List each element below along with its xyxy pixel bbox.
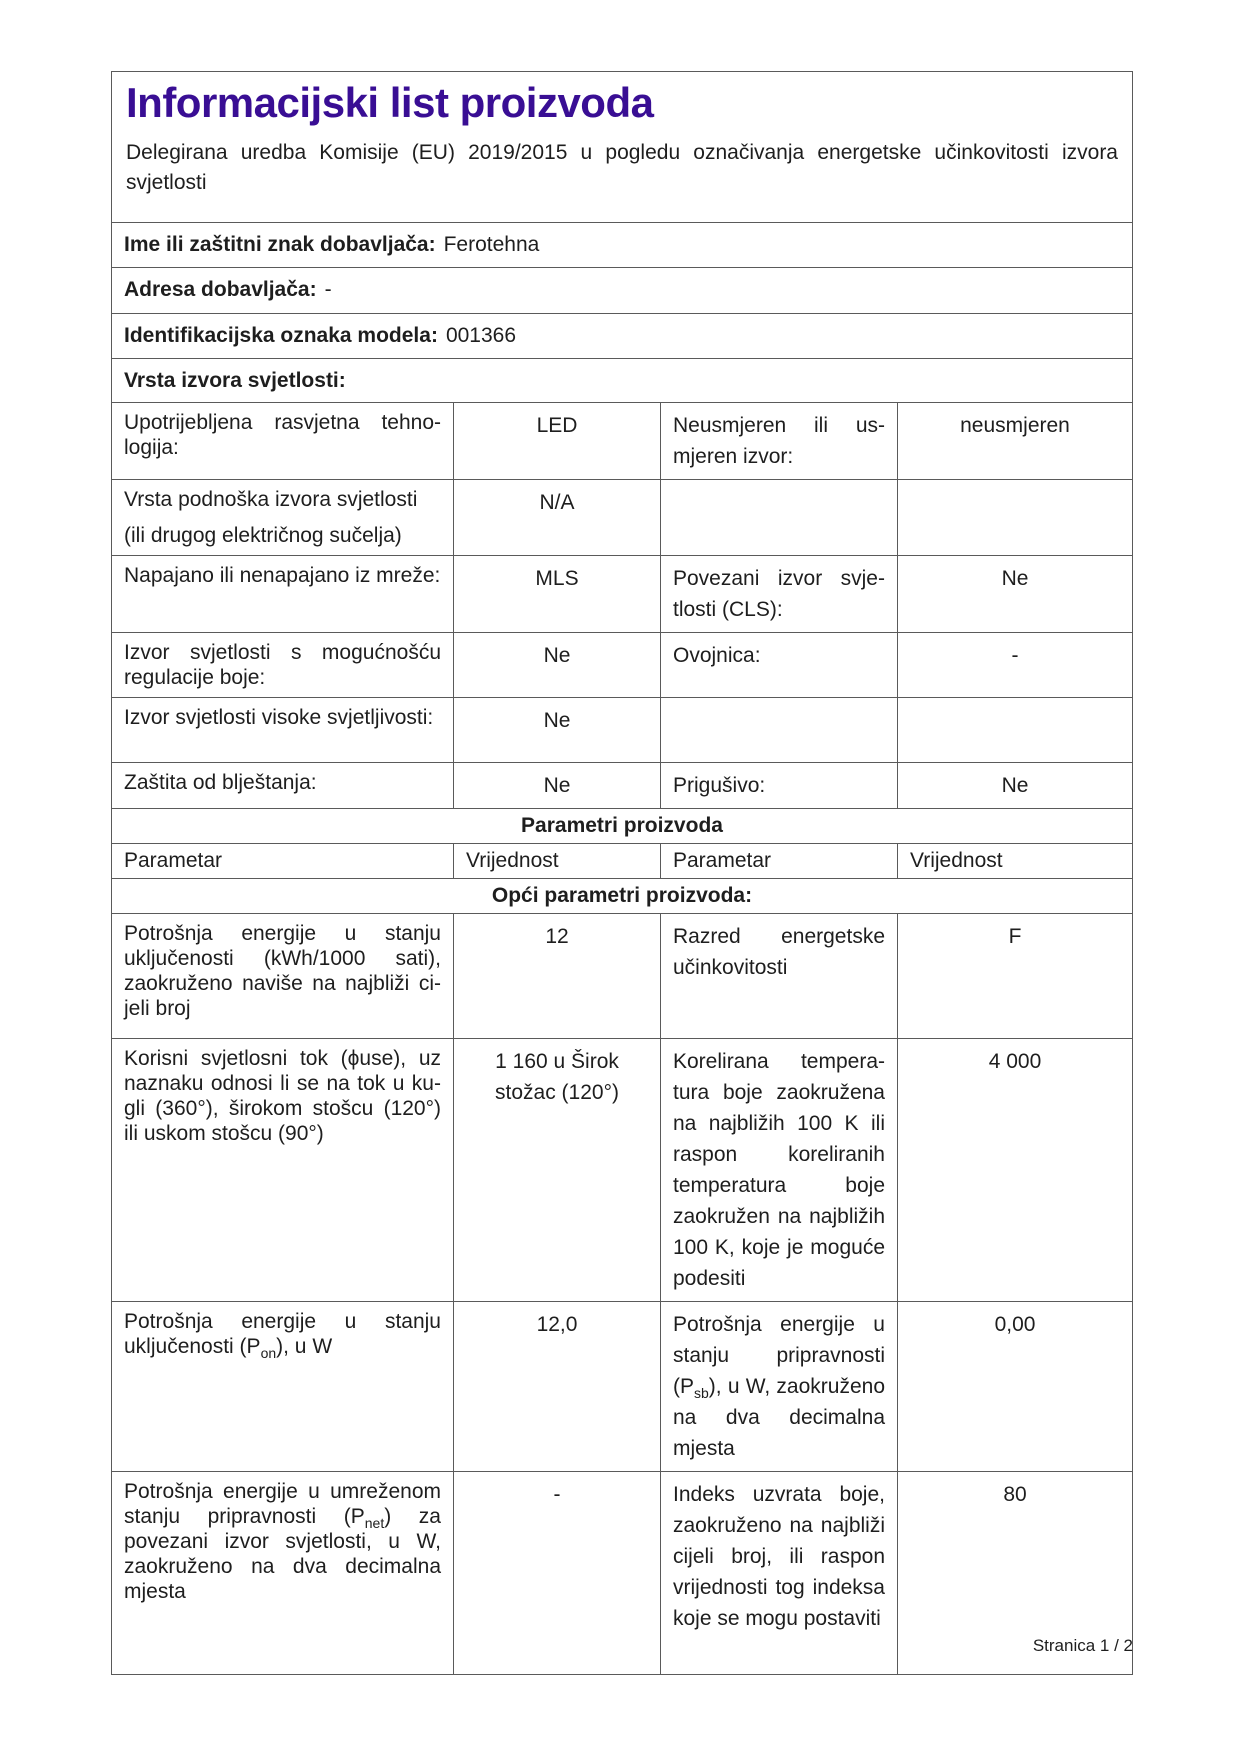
page-subtitle: Delegirana uredba Komisije (EU) 2019/201… [126,141,1118,194]
param-cell: Zaštita od blještanja: [124,771,317,794]
title-block: Informacijski list proizvoda Delegirana … [112,72,1132,222]
product-information-sheet: Informacijski list proizvoda Delegirana … [111,71,1133,1675]
value-cell: - [453,1472,660,1674]
section-header-general-parameters: Opći parametri proizvoda: [112,878,1132,913]
table-row: Napajano ili nenapajano iz mre­že: MLS P… [112,555,1132,632]
table-row: Upotrijebljena rasvjetna tehno­logija: L… [112,402,1132,479]
value-cell: - [897,633,1132,697]
model-id-value: 001366 [445,324,517,347]
param-cell: Potrošnja energije u stanju uključenosti… [124,922,441,1020]
param-cell: Potrošnja energije u stanju uključenosti… [124,1310,441,1362]
table-row: Potrošnja energije u stanju uključenosti… [112,913,1132,1038]
supplier-name-label: Ime ili zaštitni znak dobavljača: [124,233,436,256]
value-cell: Ne [453,698,660,762]
param-cell: Potrošnja energije u umreže­nom stanju p… [124,1480,441,1603]
param-cell: Napajano ili nenapajano iz mre­že: [124,564,441,587]
light-source-type-row: Vrsta izvora svjetlosti: [112,358,1132,402]
value-cell: N/A [453,480,660,555]
section-header-product-parameters: Parametri proizvoda [112,808,1132,843]
column-header-row: Parametar Vrijednost Parametar Vrijednos… [112,843,1132,878]
supplier-address-value: - [324,278,332,301]
table-row: Izvor svjetlosti visoke svjetlji­vosti: … [112,697,1132,762]
value-cell: neusmjeren [897,403,1132,479]
table-row: Vrsta podnoška izvora svjetlosti (ili dr… [112,479,1132,555]
empty-cell [897,698,1132,762]
empty-cell [660,480,897,555]
value-cell: 80 [897,1472,1132,1674]
value-cell: 12 [453,914,660,1038]
param-cell: Neusmjeren ili us­mjeren izvor: [660,403,897,479]
param-cell: Povezani izvor svje­tlosti (CLS): [660,556,897,632]
page-number: Stranica 1 / 2 [1032,1636,1133,1655]
value-cell: 12,0 [453,1302,660,1471]
param-line-1: Vrsta podnoška izvora svjetlosti [124,488,418,511]
supplier-name-value: Ferotehna [443,233,540,256]
param-cell: Indeks uzvrata boje, zaokruženo na naj­b… [660,1472,897,1674]
value-cell: 0,00 [897,1302,1132,1471]
value-cell: Ne [453,633,660,697]
model-id-label: Identifikacijska oznaka modela: [124,324,438,347]
column-header: Vrijednost [897,844,1132,878]
supplier-address-row: Adresa dobavljača: - [112,267,1132,313]
value-cell: 1 160 u Širok stožac (120°) [453,1039,660,1301]
param-cell: Korelirana tempera­tura boje zaokruže­na… [660,1039,897,1301]
empty-cell [897,480,1132,555]
value-cell: Ne [897,763,1132,808]
table-row: Zaštita od blještanja: Ne Prigušivo: Ne [112,762,1132,808]
param-cell: Korisni svjetlosni tok (ϕuse), uz naznak… [124,1047,441,1145]
table-row: Potrošnja energije u stanju uključenosti… [112,1301,1132,1471]
empty-cell [660,698,897,762]
param-cell: Potrošnja energije u stanju pripravnosti… [660,1302,897,1471]
page-title: Informacijski list proizvoda [126,79,654,126]
subscript: on [260,1345,277,1362]
model-id-row: Identifikacijska oznaka modela: 001366 [112,313,1132,358]
param-cell: Vrsta podnoška izvora svjetlosti (ili dr… [112,480,453,555]
table-row: Izvor svjetlosti s mogućnošću regulacije… [112,632,1132,697]
supplier-address-label: Adresa dobavljača: [124,278,317,301]
param-cell: Izvor svjetlosti visoke svjetlji­vosti: [124,706,434,729]
table-row: Korisni svjetlosni tok (ϕuse), uz naznak… [112,1038,1132,1301]
param-line-2: (ili drugog električnog sučelja) [124,524,402,547]
column-header: Parametar [124,849,223,872]
light-source-type-label: Vrsta izvora svjetlosti: [124,369,346,392]
value-cell: LED [453,403,660,479]
value-cell: 4 000 [897,1039,1132,1301]
value-cell: Ne [453,763,660,808]
value-cell: MLS [453,556,660,632]
param-cell: Ovojnica: [660,633,897,697]
table-row: Potrošnja energije u umreže­nom stanju p… [112,1471,1132,1674]
value-cell: F [897,914,1132,1038]
param-cell: Prigušivo: [660,763,897,808]
param-cell: Izvor svjetlosti s mogućnošću regulacije… [124,641,441,689]
column-header: Parametar [660,844,897,878]
param-cell: Razred energetske učinkovitosti [660,914,897,1038]
column-header: Vrijednost [453,844,660,878]
value-cell: Ne [897,556,1132,632]
subscript: sb [694,1385,709,1402]
supplier-name-row: Ime ili zaštitni znak dobavljača: Feroteh… [112,222,1132,267]
param-cell: Upotrijebljena rasvjetna tehno­logija: [124,411,441,459]
subscript: net [364,1515,385,1532]
